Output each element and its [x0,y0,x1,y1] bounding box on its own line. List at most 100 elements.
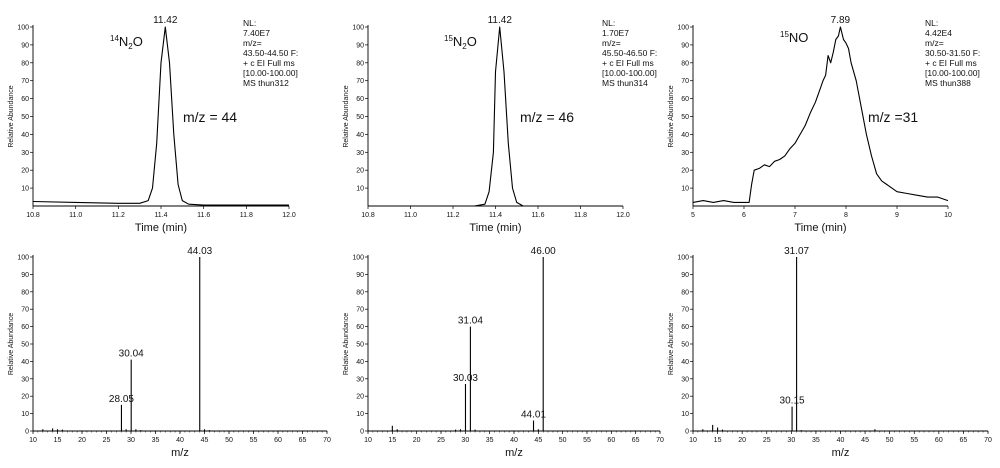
s1-x-tick-label: 15 [54,437,62,444]
s2-x-tick-label: 25 [437,437,445,444]
c3-info-line: NL: [925,18,938,28]
s1-y-tick-label: 80 [21,289,29,296]
c3-mz-label: m/z =31 [868,109,918,125]
c3-info-line: [10.00-100.00] [925,68,980,78]
c2-y-tick-label: 10 [356,186,364,193]
c2-y-tick-label: 100 [352,25,364,32]
s2-x-tick-label: 35 [486,437,494,444]
s2-y-tick-label: 60 [356,324,364,331]
c3-y-tick-label: 50 [681,114,689,121]
s2-x-tick-label: 60 [607,437,615,444]
s3-y-tick-label: 0 [685,429,689,436]
s3-x-tick-label: 55 [910,437,918,444]
s2-x-tick-label: 30 [461,437,469,444]
c1-x-tick-label: 11.2 [112,212,125,219]
c2-x-tick-label: 11.8 [574,212,587,219]
s2-y-tick-label: 20 [356,394,364,401]
s3-y-tick-label: 100 [677,255,689,262]
s1-peak-label: 28.05 [109,394,134,405]
s1-y-tick-label: 20 [21,394,29,401]
c2-x-tick-label: 10.8 [361,212,375,219]
s2-y-tick-label: 70 [356,307,364,314]
c2-info-line: MS thun314 [602,78,648,88]
c1-trace [32,26,289,206]
s1-y-tick-label: 0 [25,429,29,436]
s2-peak-label: 30.03 [453,373,478,384]
c3-x-tick-label: 7 [793,212,797,219]
c1-y-tick-label: 100 [17,25,29,32]
c2-species-label: 15N2O [444,34,477,51]
s2-x-tick-label: 40 [510,437,518,444]
s1-y-tick-label: 40 [21,359,29,366]
s3-y-tick-label: 90 [681,272,689,279]
c2-x-axis-title: Time (min) [469,222,521,234]
s1-y-tick-label: 100 [17,255,29,262]
c2-y-tick-label: 60 [356,96,364,103]
s3-x-tick-label: 25 [763,437,771,444]
c2-y-tick-label: 70 [356,78,364,85]
c1-x-tick-label: 11.0 [69,212,82,219]
c1-info-line: 43.50-44.50 F: [243,48,298,58]
c2-x-tick-label: 12.0 [616,212,630,219]
c3-y-tick-label: 40 [681,132,689,139]
c2-x-tick-label: 11.4 [489,212,502,219]
c2-y-tick-label: 80 [356,60,364,67]
s3-x-tick-label: 45 [861,437,869,444]
c2-y-tick-label: 40 [356,132,364,139]
c2-peak-label: 11.42 [488,15,513,26]
c2-y-tick-label: 30 [356,150,364,157]
c1-x-tick-label: 11.4 [154,212,167,219]
c1-x-tick-label: 10.8 [26,212,40,219]
s2-x-axis-title: m/z [505,447,523,459]
c3-y-tick-label: 70 [681,78,689,85]
c1-info-line: [10.00-100.00] [243,68,298,78]
s1-x-tick-label: 45 [201,437,209,444]
c1-info-line: NL: [243,18,256,28]
s1-y-tick-label: 90 [21,272,29,279]
s2-y-tick-label: 30 [356,376,364,383]
c3-info-line: + c EI Full ms [925,58,977,68]
s1-y-axis-title: Relative Abundance [8,313,15,375]
c3-info-line: m/z= [925,38,944,48]
s2-y-tick-label: 50 [356,342,364,349]
s3-x-tick-label: 50 [886,437,894,444]
s2-peak-label: 44.01 [521,410,546,421]
s2-x-tick-label: 45 [534,437,542,444]
s3-y-tick-label: 60 [681,324,689,331]
s1-peak-label: 30.04 [119,349,144,360]
c1-x-tick-label: 11.6 [197,212,210,219]
s1-x-axis-title: m/z [171,447,189,459]
s2-y-tick-label: 80 [356,289,364,296]
s3-x-tick-label: 70 [984,437,992,444]
c3-info-line: 30.50-31.50 F: [925,48,980,58]
c1-info-line: + c EI Full ms [243,58,295,68]
c2-info-line: + c EI Full ms [602,58,654,68]
c2-mz-label: m/z = 46 [520,109,574,125]
s3-peak-label: 30.15 [780,396,805,407]
c1-info-line: 7.40E7 [243,28,270,38]
c3-x-tick-label: 5 [691,212,695,219]
c1-y-axis-title: Relative Abundance [8,85,15,147]
s2-y-tick-label: 100 [352,255,364,262]
c1-species-label: 14N2O [110,34,143,51]
s2-y-tick-label: 10 [356,411,364,418]
s2-peak-label: 31.04 [458,316,483,327]
s3-y-tick-label: 80 [681,289,689,296]
s1-x-tick-label: 35 [152,437,160,444]
s3-x-tick-label: 30 [787,437,795,444]
s1-y-tick-label: 70 [21,307,29,314]
c3-y-tick-label: 90 [681,42,689,49]
c1-y-tick-label: 70 [21,78,29,85]
s1-x-tick-label: 70 [323,437,331,444]
s3-y-tick-label: 30 [681,376,689,383]
c2-y-axis-title: Relative Abundance [343,85,350,147]
c3-y-tick-label: 10 [681,186,689,193]
c3-x-tick-label: 8 [844,212,848,219]
s3-x-tick-label: 20 [738,437,746,444]
c2-x-tick-label: 11.6 [531,212,544,219]
c1-x-tick-label: 11.8 [240,212,253,219]
c3-y-axis-title: Relative Abundance [668,85,675,147]
s1-x-tick-label: 60 [274,437,282,444]
c3-trace [692,26,949,203]
